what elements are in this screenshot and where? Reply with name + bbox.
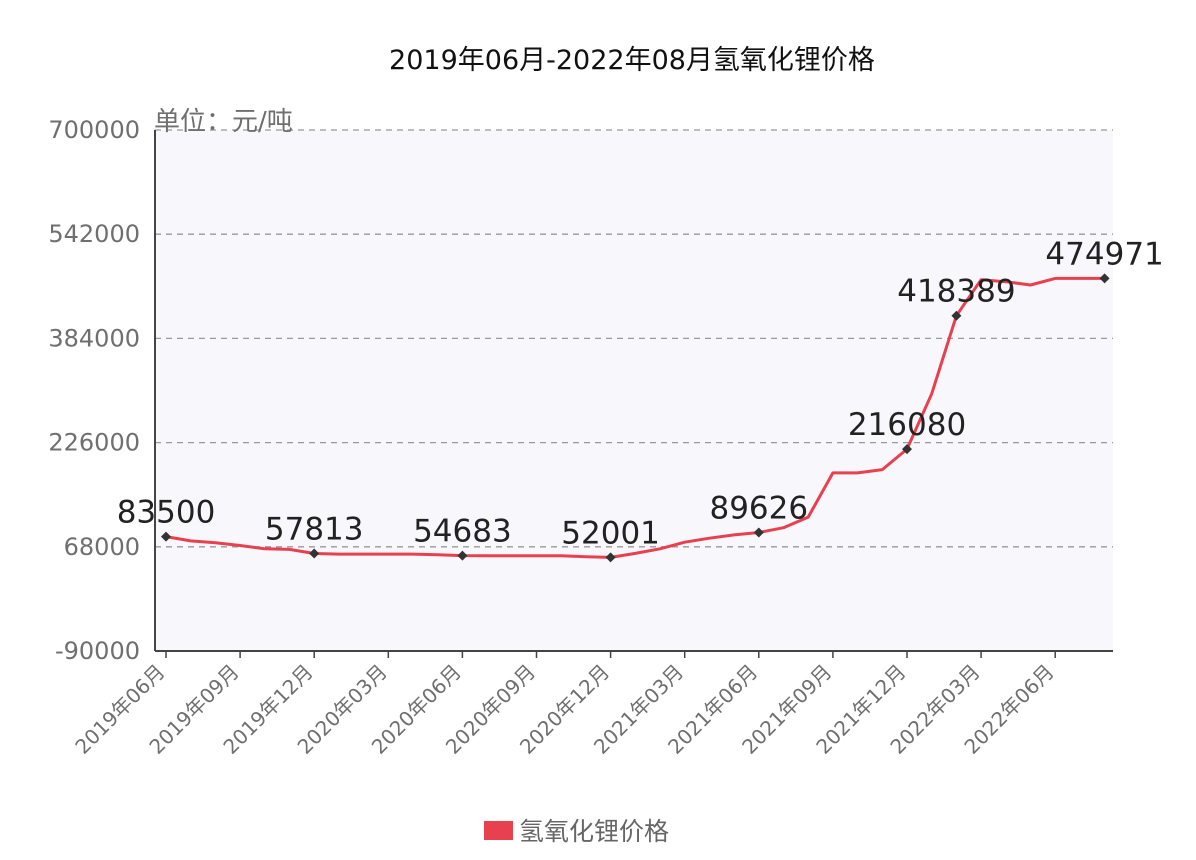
data-point-marker [1099, 273, 1110, 284]
data-labels: 83500 57813 54683 52001 89626 216080 418389 474… [117, 236, 1164, 551]
data-point-marker [753, 527, 764, 538]
series-line [165, 276, 1105, 559]
data-point-marker [161, 531, 171, 542]
data-label: 418389 [897, 274, 1015, 310]
data-label: 83500 [117, 495, 216, 531]
data-label: 54683 [413, 514, 512, 550]
series-lines [165, 276, 1105, 559]
data-label: 474971 [1045, 236, 1163, 272]
data-markers [161, 273, 1110, 563]
data-label: 89626 [709, 491, 808, 527]
data-point-marker [309, 548, 320, 559]
plot-background [155, 130, 1113, 651]
data-point-marker [951, 310, 962, 321]
y-tick-label: 542000 [48, 220, 140, 248]
y-tick-label: 700000 [48, 116, 140, 144]
legend-label: 氢氧化锂价格 [519, 817, 670, 846]
data-point-marker [605, 552, 616, 563]
y-tick-label: 384000 [48, 324, 140, 352]
grid-lines [155, 129, 1113, 548]
legend-swatch [484, 820, 513, 840]
data-point-marker [902, 444, 912, 455]
y-tick-label: -90000 [55, 637, 140, 665]
x-axis-ticks: 2019年06月2019年09月2019年12月2020年03月2020年06月… [70, 651, 1059, 759]
data-label: 216080 [848, 407, 966, 443]
y-tick-label: 226000 [48, 429, 140, 457]
unit-label: 单位：元/吨 [154, 107, 293, 137]
y-axis-ticks: -90000 68000 226000 384000 542000 700000 [48, 116, 140, 665]
data-label: 57813 [265, 512, 364, 548]
legend[interactable]: 氢氧化锂价格 [484, 812, 669, 848]
chart-title: 2019年06月-2022年08月氢氧化锂价格 [389, 45, 875, 76]
data-point-marker [457, 550, 468, 561]
data-label: 52001 [561, 515, 660, 551]
y-tick-label: 68000 [64, 533, 140, 561]
